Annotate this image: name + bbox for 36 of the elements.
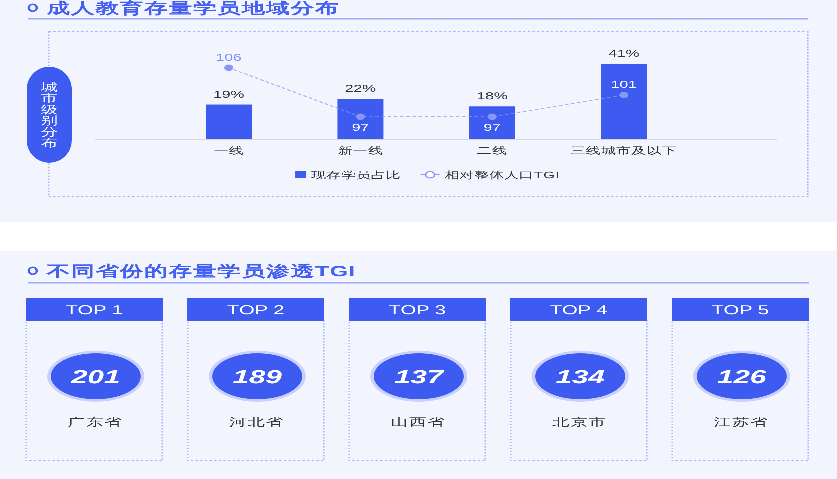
- legend-label: 现存学员占比: [312, 170, 401, 181]
- data-label: 134: [556, 367, 606, 388]
- data-label: 19%: [213, 88, 245, 100]
- x-tick-label: 一线: [214, 146, 244, 156]
- text: TOP 5: [712, 303, 770, 318]
- legend-label: 相对整体人口TGI: [444, 170, 560, 181]
- data-label: 41%: [608, 48, 640, 60]
- category-label: 广东省: [68, 416, 123, 430]
- category-label: 北京市: [552, 416, 608, 430]
- data-label: 106: [216, 52, 242, 64]
- text: 不同省份的存量学员渗透TGI: [46, 262, 356, 280]
- bar: [338, 99, 384, 140]
- data-label: 126: [717, 367, 767, 388]
- chart-title: 成人教育存量学员地域分布: [46, 0, 340, 18]
- text: TOP 3: [388, 303, 446, 318]
- data-label: 201: [70, 367, 121, 388]
- data-label: 101: [611, 79, 638, 91]
- bar: [206, 104, 252, 140]
- category-label: 山西省: [391, 416, 446, 430]
- x-tick-label: 二线: [477, 146, 508, 156]
- data-label: 137: [394, 367, 446, 388]
- data-label: 97: [484, 122, 502, 134]
- data-label: 18%: [476, 90, 508, 102]
- x-tick-label: 三线城市及以下: [570, 146, 678, 156]
- text: TOP 2: [227, 303, 285, 318]
- data-label: 189: [232, 367, 282, 388]
- y-axis-title: 城市级别分布: [40, 82, 58, 150]
- text: TOP 1: [66, 303, 124, 318]
- bar: [469, 106, 516, 140]
- category-label: 江苏省: [714, 416, 769, 430]
- bar: [601, 64, 648, 140]
- text: TOP 4: [550, 303, 608, 318]
- x-tick-label: 新一线: [338, 146, 384, 156]
- data-label: 22%: [345, 83, 377, 95]
- data-label: 97: [352, 122, 370, 134]
- category-label: 河北省: [230, 416, 284, 430]
